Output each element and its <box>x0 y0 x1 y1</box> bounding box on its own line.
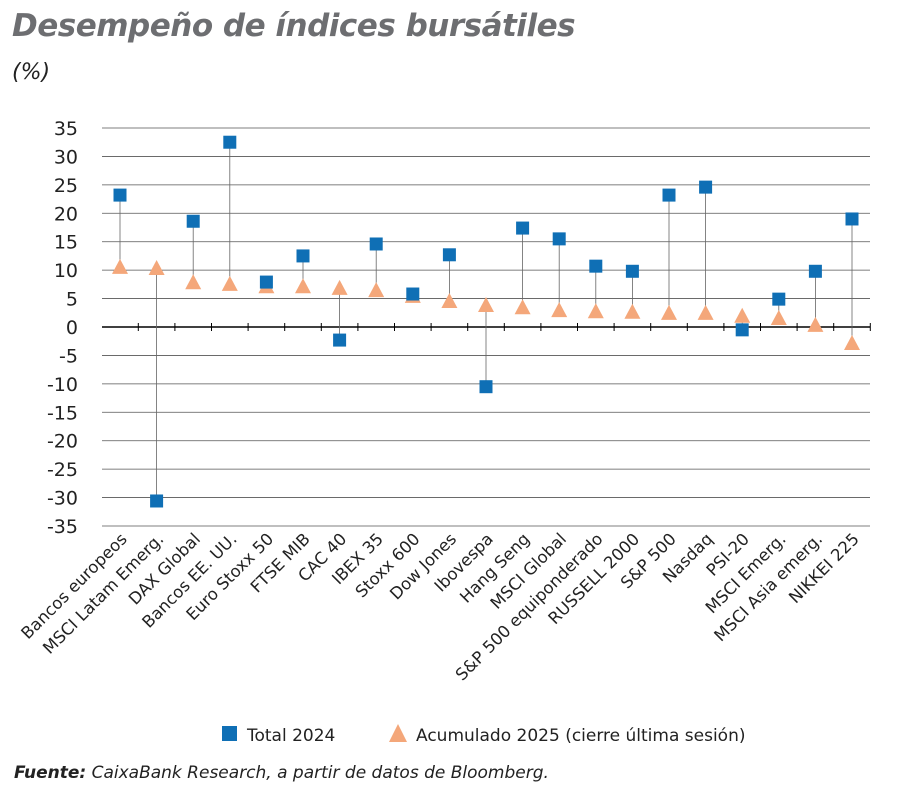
y-tick-label: -20 <box>47 431 78 453</box>
square-point <box>150 494 164 508</box>
triangle-point <box>478 296 494 312</box>
triangle-point <box>185 274 202 290</box>
triangle-point <box>844 335 860 351</box>
square-point <box>406 287 420 301</box>
square-point <box>479 380 493 394</box>
triangle-point <box>368 282 385 298</box>
y-tick-label: 25 <box>54 175 78 197</box>
legend-square-icon <box>222 726 237 741</box>
legend-label-total-2024: Total 2024 <box>246 726 335 746</box>
triangle-point <box>551 302 568 318</box>
square-point <box>625 264 639 278</box>
chart-subtitle: (%) <box>12 60 51 85</box>
triangle-point <box>624 303 641 319</box>
triangle-point <box>331 279 348 295</box>
triangle-point <box>697 304 714 320</box>
legend-label-acumulado-2025: Acumulado 2025 (cierre última sesión) <box>416 726 746 746</box>
y-tick-label: -15 <box>47 402 78 424</box>
square-point <box>845 212 859 226</box>
triangle-point <box>587 303 604 319</box>
square-point <box>442 248 456 262</box>
source-text: CaixaBank Research, a partir de datos de… <box>86 763 549 783</box>
y-tick-label: 35 <box>54 118 78 140</box>
triangle-point <box>441 292 458 308</box>
square-point <box>259 275 273 289</box>
square-point <box>516 221 530 235</box>
triangle-point <box>770 310 787 326</box>
square-point <box>113 188 127 202</box>
y-tick-label: 5 <box>66 289 78 311</box>
chart-title: Desempeño de índices bursátiles <box>12 8 576 44</box>
square-point <box>735 323 749 337</box>
square-point <box>223 135 237 149</box>
y-tick-label: 20 <box>54 203 78 225</box>
square-point <box>333 333 347 347</box>
square-point <box>296 249 310 263</box>
source-note: Fuente: CaixaBank Research, a partir de … <box>14 763 549 783</box>
square-point <box>772 292 786 306</box>
square-point <box>186 214 200 228</box>
source-label: Fuente: <box>14 763 87 783</box>
y-tick-label: -30 <box>47 488 78 510</box>
triangle-point <box>221 275 238 291</box>
square-point <box>552 232 566 246</box>
triangle-point <box>807 316 824 332</box>
y-tick-label: 10 <box>54 260 78 282</box>
square-point <box>808 264 822 278</box>
y-tick-label: -10 <box>47 374 78 396</box>
square-point <box>369 237 383 251</box>
y-tick-label: -5 <box>59 345 78 367</box>
y-tick-label: -25 <box>47 459 78 481</box>
square-point <box>589 259 603 273</box>
square-point <box>699 180 713 194</box>
triangle-point <box>295 278 311 294</box>
y-tick-label: 30 <box>54 146 78 168</box>
triangle-point <box>661 304 677 320</box>
y-tick-label: 15 <box>54 232 78 254</box>
legend-triangle-icon <box>389 724 407 742</box>
triangle-point <box>112 258 128 274</box>
triangle-point <box>514 299 531 315</box>
y-tick-label: -35 <box>47 516 78 538</box>
triangle-point <box>148 260 165 276</box>
y-tick-label: 0 <box>66 317 78 339</box>
triangle-point <box>734 307 751 323</box>
square-point <box>662 188 676 202</box>
